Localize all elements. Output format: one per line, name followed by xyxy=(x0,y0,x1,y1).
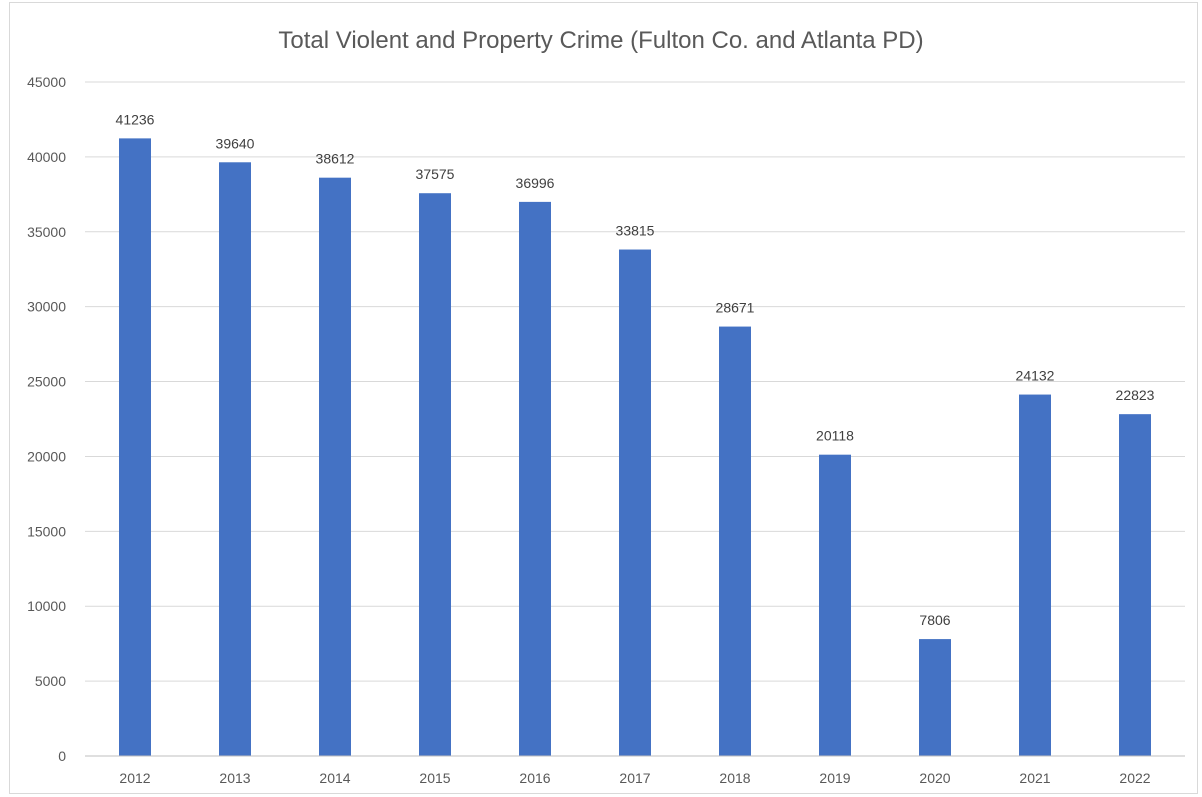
x-tick-label: 2016 xyxy=(519,770,550,786)
bar xyxy=(419,193,451,756)
y-tick-label: 25000 xyxy=(27,374,66,390)
data-label: 39640 xyxy=(216,135,255,151)
x-tick-label: 2020 xyxy=(919,770,950,786)
data-labels: 41236 39640 38612 37575 36996 33815 28671 20118… xyxy=(116,111,1155,628)
data-label: 24132 xyxy=(1016,368,1055,384)
y-tick-label: 35000 xyxy=(27,224,66,240)
data-label: 38612 xyxy=(316,151,355,167)
y-tick-label: 5000 xyxy=(35,673,66,689)
bar xyxy=(1119,414,1151,756)
bar xyxy=(519,201,551,756)
x-tick-label: 2017 xyxy=(619,770,650,786)
bar xyxy=(619,249,651,757)
bar xyxy=(719,326,751,756)
data-label: 33815 xyxy=(616,223,655,239)
x-tick-label: 2018 xyxy=(719,770,750,786)
bars xyxy=(119,138,1151,757)
bar xyxy=(919,639,951,756)
chart-title: Total Violent and Property Crime (Fulton… xyxy=(278,27,924,54)
data-label: 41236 xyxy=(116,111,155,127)
x-tick-label: 2015 xyxy=(419,770,450,786)
data-label: 22823 xyxy=(1116,387,1155,403)
y-tick-label: 45000 xyxy=(27,74,66,90)
x-tick-label: 2021 xyxy=(1019,770,1050,786)
y-axis: 0 5000 10000 15000 20000 25000 30000 35000 40000… xyxy=(27,74,66,764)
data-label: 20118 xyxy=(816,428,854,444)
x-tick-label: 2019 xyxy=(819,770,850,786)
x-tick-label: 2012 xyxy=(119,770,150,786)
y-tick-label: 15000 xyxy=(27,523,66,539)
bar xyxy=(819,454,851,756)
bar xyxy=(119,138,151,757)
x-axis: 2012 2013 2014 2015 2016 2017 2018 2019 2020 2021… xyxy=(85,755,1185,786)
x-tick-label: 2013 xyxy=(219,770,250,786)
y-tick-label: 10000 xyxy=(27,598,66,614)
y-tick-label: 30000 xyxy=(27,299,66,315)
x-tick-label: 2022 xyxy=(1119,770,1150,786)
bar xyxy=(219,162,251,756)
y-tick-label: 40000 xyxy=(27,149,66,165)
chart-frame xyxy=(9,2,1198,794)
bar xyxy=(1019,394,1051,756)
bar xyxy=(319,177,351,756)
y-tick-label: 20000 xyxy=(27,448,66,464)
data-label: 36996 xyxy=(516,175,555,191)
data-label: 37575 xyxy=(416,166,455,182)
x-tick-label: 2014 xyxy=(319,770,350,786)
y-tick-label: 0 xyxy=(58,748,66,764)
data-label: 7806 xyxy=(919,612,950,628)
data-label: 28671 xyxy=(716,300,755,316)
